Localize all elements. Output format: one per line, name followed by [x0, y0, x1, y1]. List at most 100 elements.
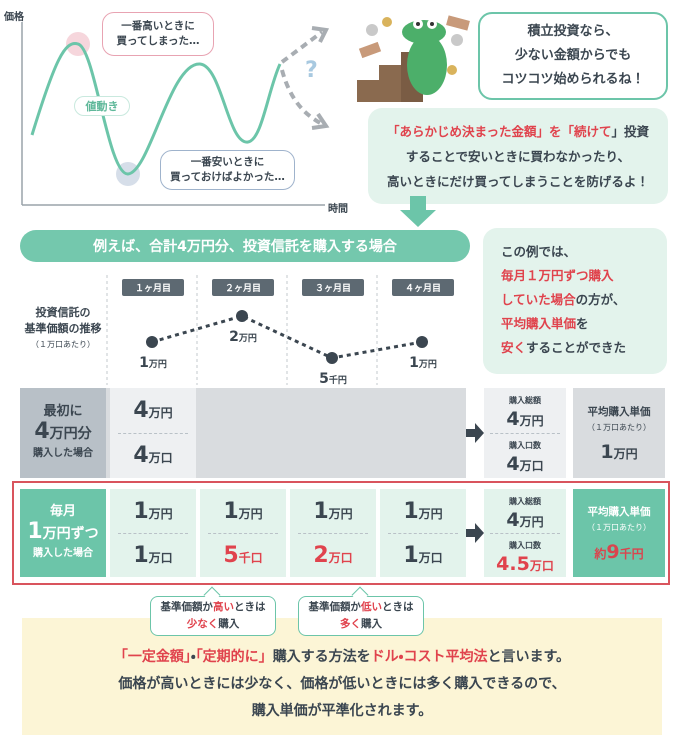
- label-line: 購入した場合: [33, 448, 93, 459]
- example-text: の方が、: [575, 292, 626, 307]
- amount: 1万円: [290, 489, 376, 533]
- label-line: 購入した場合: [33, 548, 93, 559]
- shape: 4万口: [110, 433, 196, 478]
- amount-unit: 万円: [418, 506, 443, 521]
- price-unit: 万円: [418, 360, 437, 370]
- trend-arrow-up: [280, 30, 324, 64]
- speech-line: 少ない金額からでも: [514, 48, 632, 63]
- shape: 購入総額 4万円: [484, 493, 566, 531]
- avg-unit: 千円: [619, 547, 644, 561]
- trend-arrow-down: [280, 69, 323, 126]
- amount-unit: 万円: [148, 506, 173, 521]
- callout: 基準価額が高いときは 少なく購入: [150, 596, 276, 636]
- callout-emphasis: 少なく: [186, 618, 219, 630]
- example-line: 安くすることができた: [501, 336, 667, 360]
- low-note: 一番安いときに 買っておけばよかった…: [160, 150, 295, 190]
- shape: [490, 433, 560, 434]
- note-line: 一番安いときに: [190, 156, 265, 168]
- divider: [118, 533, 188, 534]
- amount-number: 1: [133, 498, 149, 524]
- speech-line: コツコツ始められるね！: [501, 72, 645, 87]
- month-header: ３ヶ月目: [302, 279, 364, 296]
- units-number: 2: [313, 542, 329, 568]
- x-axis-label: 時間: [328, 204, 348, 215]
- price-number: 2: [229, 329, 239, 345]
- total-number: 4: [506, 509, 520, 531]
- callout-line: 基準価額が高いときは: [161, 599, 266, 616]
- shape: [379, 65, 401, 102]
- amount-number: 1: [403, 498, 419, 524]
- units-value: 2万口: [313, 543, 352, 568]
- callout-line: 多く購入: [340, 616, 382, 633]
- shape: 1万円: [600, 443, 637, 462]
- banner: 例えば、合計4万円分、投資信託を購入する場合: [20, 230, 470, 262]
- label-line: 毎月: [49, 504, 76, 519]
- price-point: [326, 352, 338, 364]
- total-number: 4: [506, 408, 520, 430]
- shape: 購入口数 4万口: [484, 437, 566, 475]
- price-label: 5千円: [312, 368, 354, 387]
- shape: 購入口数 4.5万口: [484, 537, 566, 575]
- units-number: 5: [223, 542, 239, 568]
- down-arrow: [400, 196, 436, 227]
- monthly-average: 平均購入単価 （１万口あたり） 約9千円: [573, 489, 665, 577]
- shape: 4万円: [506, 511, 543, 531]
- shape: [446, 15, 470, 31]
- avg-note: （１万口あたり）: [587, 423, 651, 432]
- amount-unit: 万円: [328, 506, 353, 521]
- amount: 1万円: [110, 489, 196, 533]
- tip-text: 「: [386, 123, 400, 139]
- label-line: 最初に: [43, 404, 83, 419]
- price-label: 2万円: [222, 326, 264, 345]
- amount: 1万円: [200, 489, 286, 533]
- shape: 購入総額 4万円: [484, 392, 566, 430]
- summary-text: と言います。: [487, 649, 571, 665]
- price-number: 1: [409, 355, 419, 371]
- callout-text: 購入: [361, 618, 382, 630]
- lump-sum-average: 平均購入単価 （１万口あたり） 1万円: [573, 388, 665, 478]
- price-point: [146, 336, 158, 348]
- total-unit: 万円: [519, 515, 544, 529]
- avg-prefix: 約: [594, 547, 607, 561]
- month-header: ２ヶ月目: [212, 279, 274, 296]
- example-line: していた場合の方が、: [501, 288, 667, 312]
- summary-text: ・: [190, 649, 196, 665]
- shape: 4.5万口: [496, 555, 554, 575]
- label-line: 投資信託の: [35, 306, 91, 319]
- label-unit: 万円ずつ: [42, 526, 99, 542]
- label-number: 4: [34, 419, 50, 444]
- tip-text: 」を「: [536, 123, 574, 139]
- units: 1万口: [110, 533, 196, 577]
- y-axis-label: 価格: [4, 12, 24, 23]
- price-unit: 千円: [328, 376, 347, 386]
- units-value: 5千口: [223, 543, 262, 568]
- shape: [430, 22, 434, 26]
- amount-value: 1万円: [403, 499, 442, 524]
- high-note: 一番高いときに 買ってしまった…: [102, 12, 214, 56]
- amount: 1万円: [380, 489, 466, 533]
- shape: [118, 433, 188, 434]
- shape: [357, 80, 379, 102]
- count-unit: 万口: [529, 559, 554, 573]
- avg-note: （１万口あたり）: [587, 523, 651, 532]
- example-emphasis: 平均購入単価: [501, 316, 577, 331]
- example-line: 平均購入単価を: [501, 312, 667, 336]
- example-text: を: [576, 316, 589, 331]
- example-text: することができた: [526, 340, 627, 355]
- price-curve: [30, 42, 282, 176]
- amount-number: 1: [313, 498, 329, 524]
- trend-arrow-down-head: [311, 112, 330, 130]
- row-arrow: [466, 523, 484, 543]
- units: 5千口: [200, 533, 286, 577]
- price-point: [416, 336, 428, 348]
- units-value: 1万口: [403, 543, 442, 568]
- question-mark: ?: [305, 58, 318, 83]
- callout: 基準価額が低いときは 多く購入: [298, 596, 424, 636]
- shape: [400, 196, 436, 227]
- shape: 約9千円: [594, 543, 644, 562]
- shape: 4万口: [506, 455, 543, 475]
- price-label: 1万円: [402, 352, 444, 371]
- count-number: 4: [506, 453, 520, 475]
- units-unit: 万口: [328, 550, 353, 565]
